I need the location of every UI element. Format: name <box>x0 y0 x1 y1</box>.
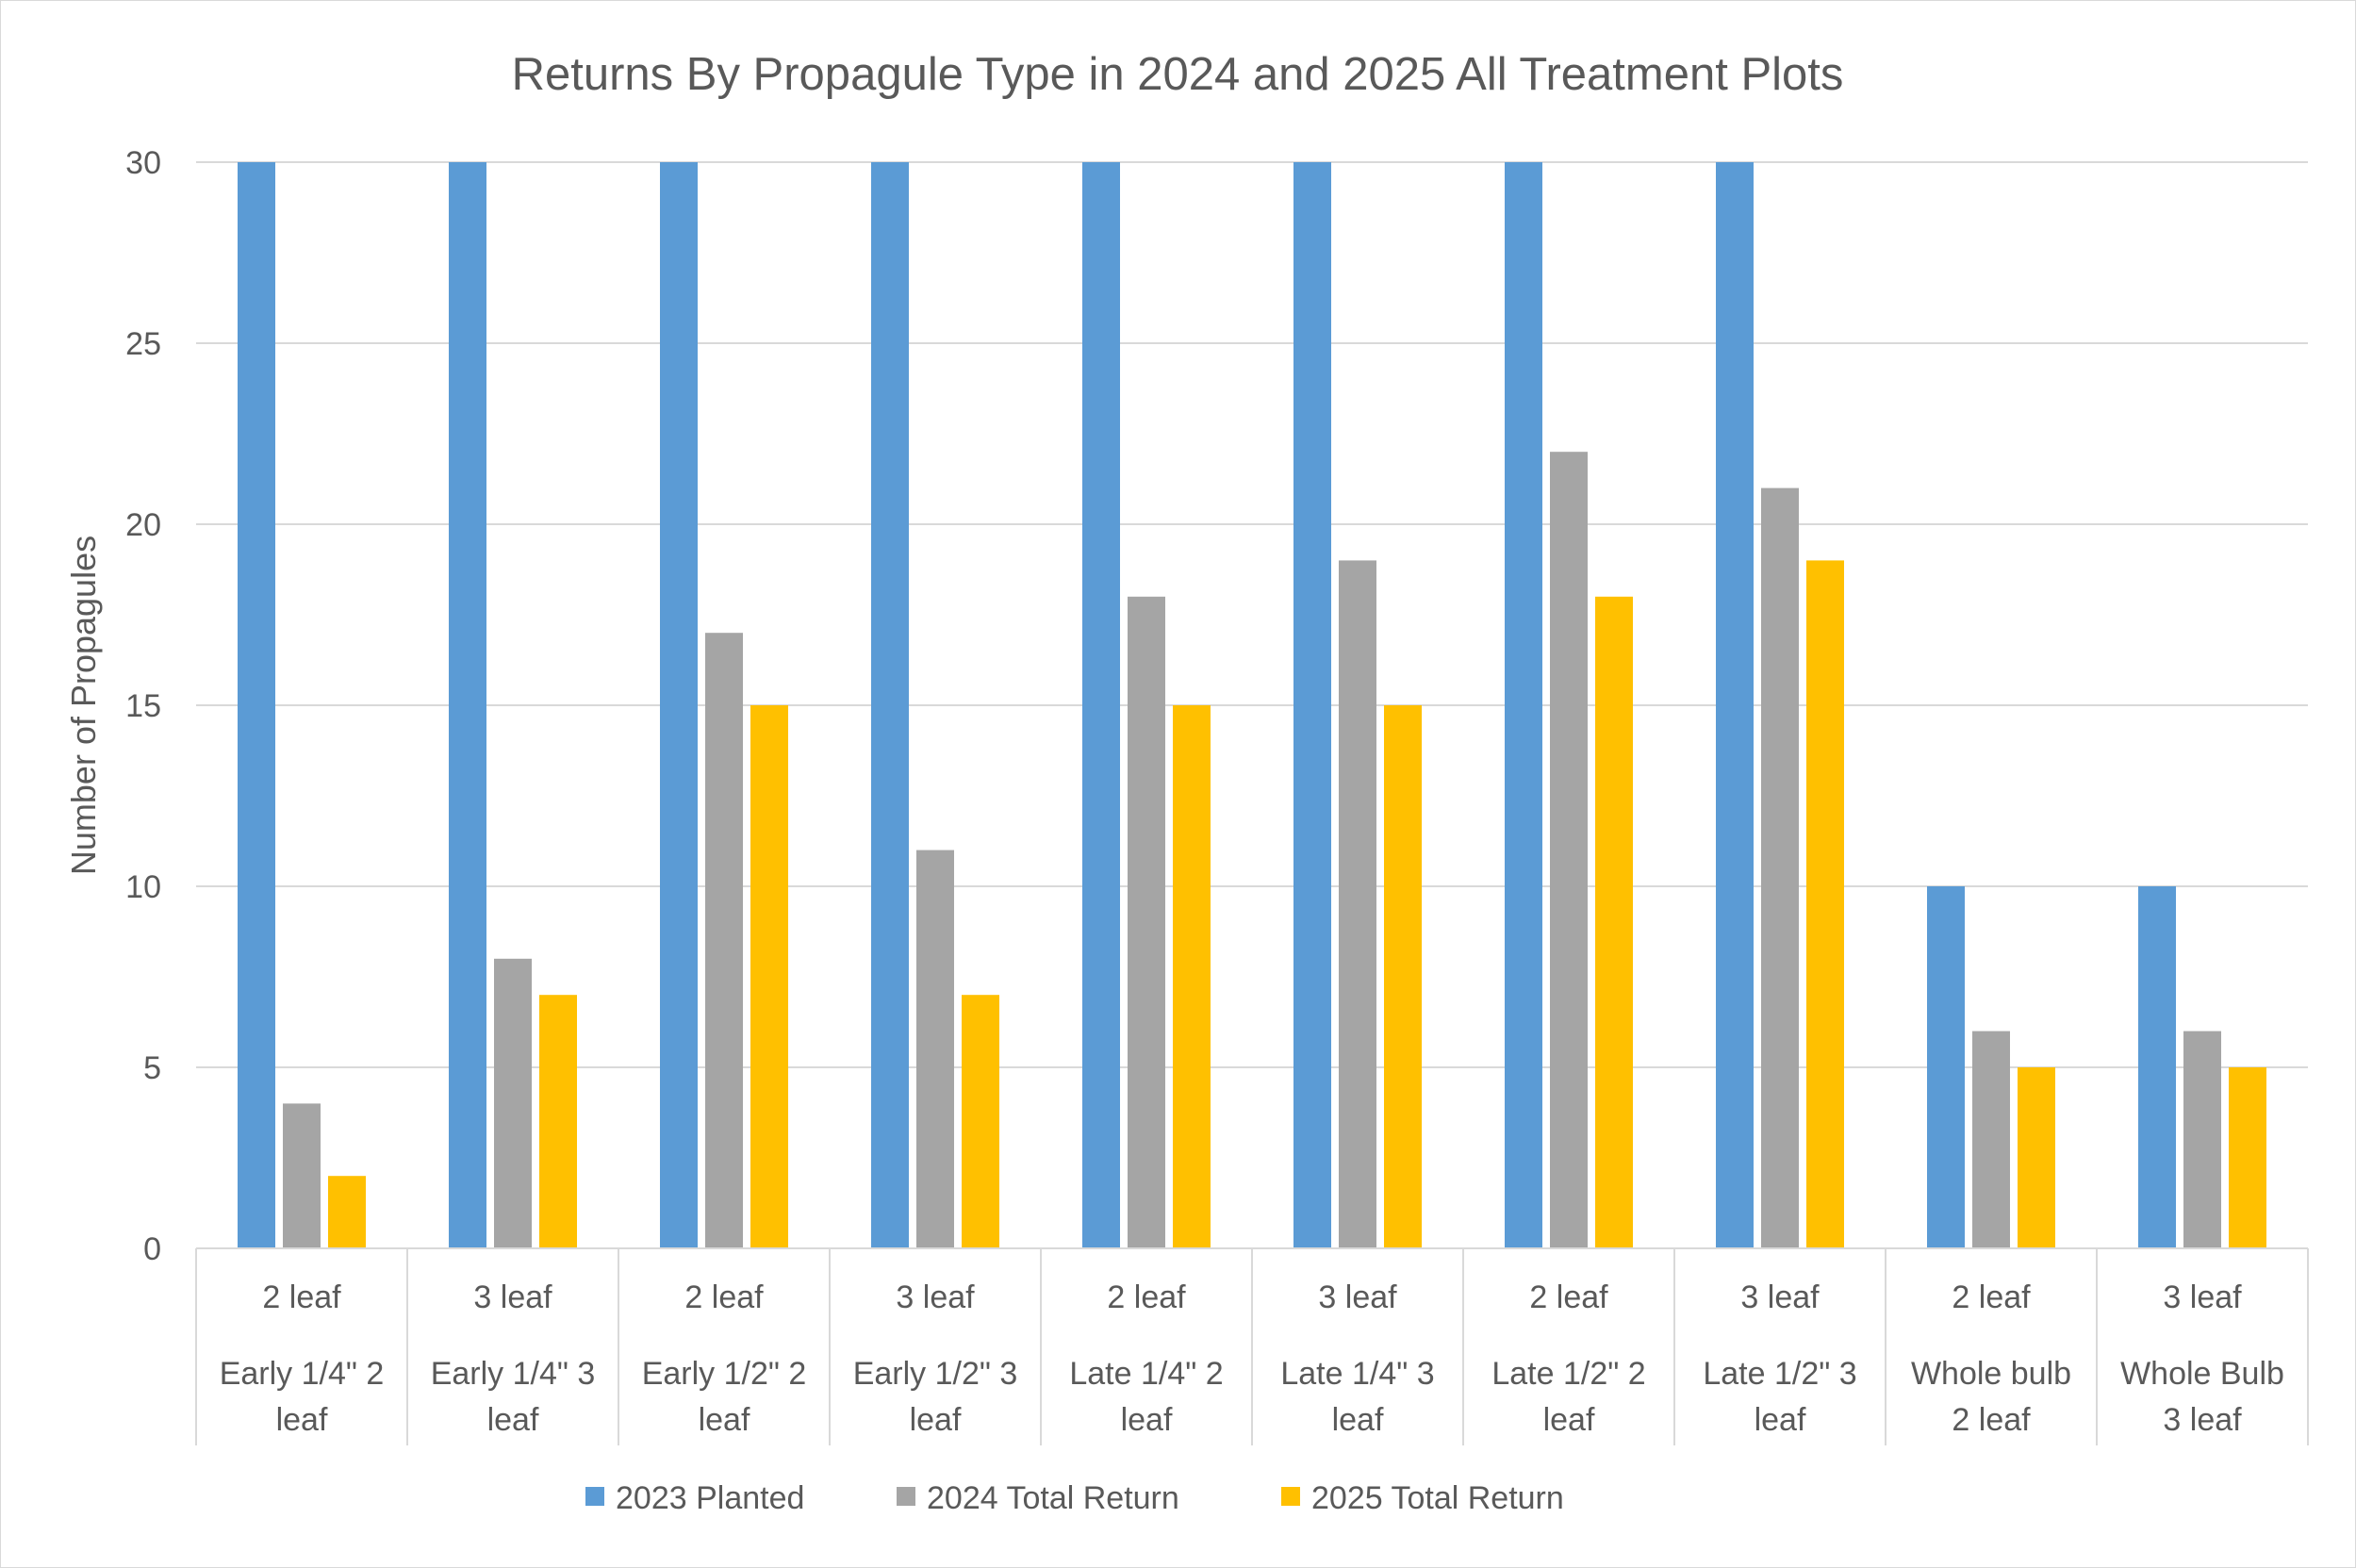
x-tick-label-inner: 3 leaf <box>1740 1279 1820 1315</box>
x-tick-label-outer: leaf <box>910 1402 962 1438</box>
y-tick-label: 0 <box>143 1231 161 1267</box>
legend-label: 2023 Planted <box>616 1480 804 1516</box>
y-axis-label: Number of Propagules <box>64 536 103 875</box>
bar <box>2018 1067 2055 1248</box>
bar <box>660 162 698 1248</box>
x-tick-label-outer: leaf <box>1121 1402 1173 1438</box>
x-tick-label-outer: Late 1/2" 2 <box>1491 1356 1645 1392</box>
bar <box>871 162 909 1248</box>
x-tick-label-outer: leaf <box>276 1402 328 1438</box>
bar <box>962 995 999 1248</box>
y-tick-label: 10 <box>125 869 161 905</box>
x-tick-label-outer: Whole bulb <box>1911 1356 2071 1392</box>
bar <box>1082 162 1120 1248</box>
bars <box>238 162 2266 1248</box>
x-tick-label-outer: Late 1/2" 3 <box>1703 1356 1856 1392</box>
x-tick-label-inner: 2 leaf <box>1952 1279 2031 1315</box>
bar <box>705 633 743 1248</box>
bar <box>1595 596 1633 1248</box>
x-tick-label-inner: 2 leaf <box>1107 1279 1186 1315</box>
legend: 2023 Planted 2024 Total Return 2025 Total … <box>585 1480 1564 1516</box>
bar <box>238 162 275 1248</box>
bar <box>2138 886 2176 1248</box>
bar <box>283 1103 321 1248</box>
y-tick-label: 5 <box>143 1050 161 1086</box>
bar <box>539 995 577 1248</box>
bar <box>1550 452 1588 1248</box>
x-tick-label-outer: Early 1/4" 3 <box>431 1356 596 1392</box>
bar <box>1173 705 1211 1248</box>
x-tick-label-outer: leaf <box>1543 1402 1595 1438</box>
x-axis: 2 leaf Early 1/4" 2 leaf 3 leaf Early 1/4" 3… <box>195 1247 2309 1445</box>
bar <box>449 162 486 1248</box>
x-tick-label-outer: 2 leaf <box>1952 1402 2031 1438</box>
bar <box>1384 705 1422 1248</box>
y-tick-label: 25 <box>125 326 161 362</box>
bar <box>1128 596 1165 1248</box>
bar <box>1927 886 1965 1248</box>
legend-swatch <box>897 1487 915 1506</box>
bar <box>1505 162 1542 1248</box>
x-tick-label-outer: Late 1/4" 2 <box>1069 1356 1223 1392</box>
x-tick-label-outer: leaf <box>1755 1402 1806 1438</box>
x-tick-label-inner: 3 leaf <box>2163 1279 2242 1315</box>
gridlines <box>196 161 2308 1068</box>
x-tick-label-outer: leaf <box>487 1402 539 1438</box>
x-tick-label-outer: 3 leaf <box>2163 1402 2242 1438</box>
bar <box>1716 162 1754 1248</box>
x-tick-label-inner: 3 leaf <box>1318 1279 1397 1315</box>
bar <box>916 850 954 1248</box>
bar <box>1806 560 1844 1248</box>
x-tick-label-inner: 3 leaf <box>896 1279 975 1315</box>
x-tick-label-inner: 3 leaf <box>473 1279 552 1315</box>
legend-swatch <box>585 1487 604 1506</box>
y-tick-label: 15 <box>125 688 161 724</box>
legend-swatch <box>1281 1487 1300 1506</box>
bar <box>328 1176 366 1248</box>
x-tick-label-outer: Early 1/2" 2 <box>642 1356 807 1392</box>
y-tick-label: 20 <box>125 507 161 543</box>
y-tick-label: 30 <box>125 145 161 181</box>
bar <box>1972 1031 2010 1248</box>
bar <box>750 705 788 1248</box>
bar <box>1761 487 1799 1248</box>
x-tick-label-outer: leaf <box>699 1402 750 1438</box>
x-tick-label-inner: 2 leaf <box>262 1279 341 1315</box>
legend-label: 2024 Total Return <box>927 1480 1179 1516</box>
chart-title: Returns By Propagule Type in 2024 and 20… <box>512 49 1844 100</box>
bar <box>494 958 532 1248</box>
x-tick-label-outer: Early 1/2" 3 <box>853 1356 1018 1392</box>
x-tick-label-outer: Whole Bulb <box>2120 1356 2284 1392</box>
legend-label: 2025 Total Return <box>1311 1480 1564 1516</box>
bar <box>1339 560 1376 1248</box>
x-tick-label-outer: Early 1/4" 2 <box>220 1356 385 1392</box>
y-axis-ticks: 0 5 10 15 20 25 30 <box>125 145 161 1267</box>
bar <box>2183 1031 2221 1248</box>
x-tick-label-inner: 2 leaf <box>684 1279 764 1315</box>
x-tick-label-outer: Late 1/4" 3 <box>1280 1356 1434 1392</box>
x-tick-label-inner: 2 leaf <box>1529 1279 1608 1315</box>
bar <box>1293 162 1331 1248</box>
bar <box>2229 1067 2266 1248</box>
x-tick-label-outer: leaf <box>1332 1402 1384 1438</box>
